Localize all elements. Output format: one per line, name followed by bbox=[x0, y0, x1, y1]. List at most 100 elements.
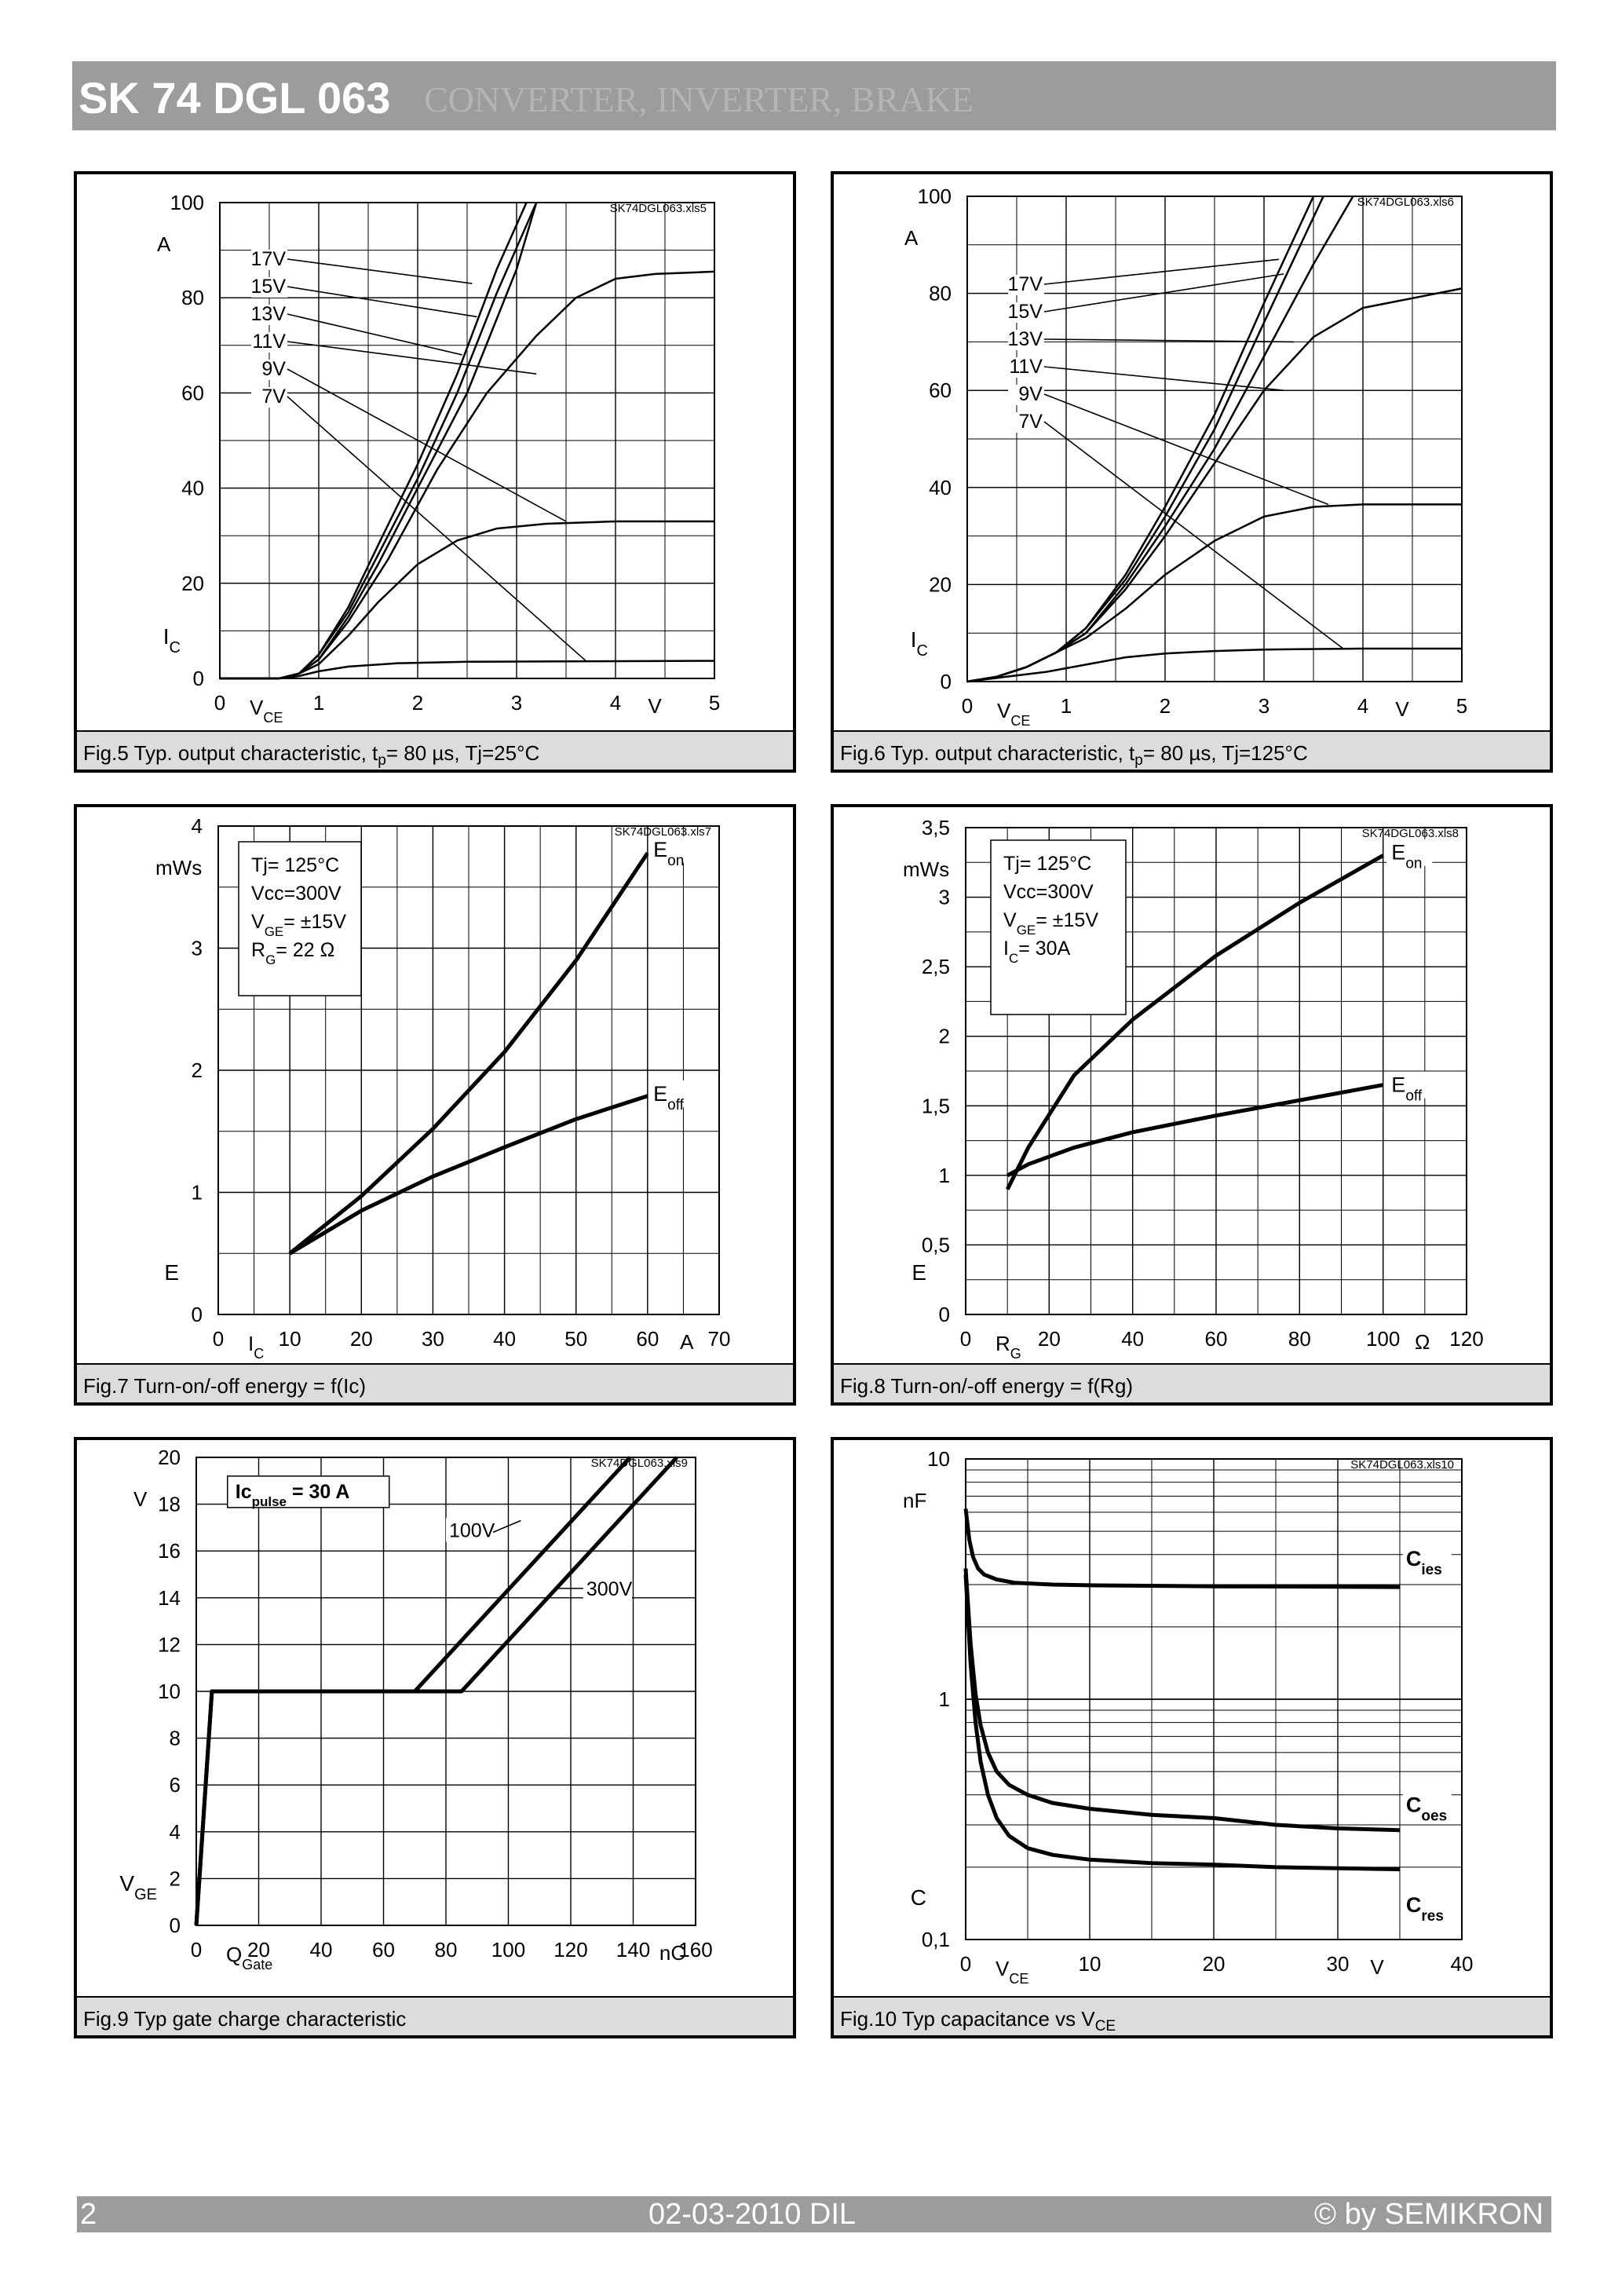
x-tick-label: 3 bbox=[511, 691, 522, 715]
x-tick-label: 20 bbox=[350, 1327, 373, 1351]
x-tick-label: 60 bbox=[636, 1327, 659, 1351]
callout-label-11V: 11V bbox=[1009, 356, 1043, 378]
page-header: SK 74 DGL 063 CONVERTER, INVERTER, BRAKE bbox=[72, 61, 1556, 130]
x-tick-label: 5 bbox=[1456, 694, 1467, 718]
switching-energy-vs-ic-chart: 0 10 20 30 40 50 60 70 0 1 2 3 4 mWs E IC A SK74DGL063.xl… bbox=[155, 814, 731, 1362]
callout-leader bbox=[287, 313, 462, 356]
callout-bg bbox=[1008, 302, 1044, 323]
plot-frame bbox=[195, 1457, 696, 1926]
series-label-bg bbox=[1386, 1071, 1433, 1099]
figure-caption: Fig.7 Turn-on/-off energy = f(Ic) bbox=[77, 1363, 793, 1402]
series-line-Eoff bbox=[288, 1094, 648, 1256]
y-axis-unit: V bbox=[133, 1487, 148, 1511]
y-tick-label: 0 bbox=[170, 1914, 181, 1937]
x-tick-label: 40 bbox=[310, 1938, 333, 1961]
legend-box bbox=[238, 841, 362, 996]
chart-panel-fig10: 0 10 20 30 40 0,1 1 10 nF C VCE V SK74DGL063.xls10 Ci… bbox=[831, 1437, 1553, 2038]
x-tick-label: 20 bbox=[1203, 1952, 1226, 1976]
x-axis-label: RG bbox=[995, 1332, 1021, 1362]
file-tag: SK74DGL063.xls8 bbox=[1362, 827, 1459, 840]
file-tag: SK74DGL063.xls7 bbox=[615, 825, 711, 839]
x-tick-label: 20 bbox=[247, 1938, 270, 1961]
file-tag: SK74DGL063.xls5 bbox=[610, 202, 707, 215]
y-tick-label: 40 bbox=[181, 477, 204, 500]
x-tick-label: 2 bbox=[1160, 694, 1171, 718]
y-tick-label: 1 bbox=[192, 1181, 203, 1205]
y-tick-label: 2 bbox=[192, 1058, 203, 1082]
x-axis-unit: A bbox=[680, 1330, 694, 1354]
callout-leader bbox=[287, 258, 473, 284]
x-tick-label: 100 bbox=[491, 1938, 525, 1961]
x-tick-label: 70 bbox=[708, 1327, 731, 1351]
series-label-Eoff: Eoff bbox=[653, 1082, 685, 1113]
plot-frame bbox=[217, 825, 720, 1315]
model-number: SK 74 DGL 063 bbox=[79, 73, 391, 122]
callout-bg bbox=[1008, 357, 1044, 378]
x-axis-label: VCE bbox=[250, 696, 283, 726]
series-label-Coes: Coes bbox=[1406, 1793, 1447, 1824]
y-tick-label: 3 bbox=[192, 937, 203, 960]
callout-bg bbox=[251, 387, 287, 408]
x-tick-label: 40 bbox=[1121, 1327, 1144, 1351]
y-tick-label: 20 bbox=[181, 572, 204, 595]
callout-bg bbox=[251, 332, 287, 353]
y-tick-label: 60 bbox=[181, 381, 204, 404]
series-label-bg bbox=[648, 1080, 695, 1107]
x-tick-label: 4 bbox=[1357, 694, 1368, 718]
plot-frame bbox=[966, 196, 1463, 682]
y-tick-label: 10 bbox=[927, 1447, 950, 1471]
series-line-Cres bbox=[963, 1574, 1401, 1872]
file-tag: SK74DGL063.xls10 bbox=[1350, 1458, 1454, 1472]
callout-bg bbox=[1008, 385, 1044, 405]
callout-bg bbox=[1008, 412, 1044, 433]
y-tick-label: 1,5 bbox=[922, 1094, 950, 1117]
y-axis-label: E bbox=[164, 1260, 179, 1285]
x-tick-label: 0 bbox=[960, 1952, 971, 1976]
y-tick-label: 6 bbox=[170, 1773, 181, 1797]
legend-line: VGE= ±15V bbox=[251, 911, 346, 939]
series-line-7V bbox=[966, 647, 1462, 683]
x-tick-label: 30 bbox=[422, 1327, 444, 1351]
page-number: 2 bbox=[80, 2198, 97, 2231]
series-line-Eon bbox=[1005, 854, 1384, 1190]
callout-label-15V: 15V bbox=[1008, 301, 1043, 323]
callout-leader bbox=[287, 396, 586, 662]
y-tick-label: 80 bbox=[181, 286, 204, 309]
callout-label-100V: 100V bbox=[449, 1519, 495, 1541]
y-axis-unit: A bbox=[157, 232, 171, 256]
callout-leader bbox=[1043, 366, 1284, 391]
x-tick-label: 1 bbox=[313, 691, 324, 715]
copyright: © by SEMIKRON bbox=[1314, 2198, 1543, 2231]
x-axis-label: IC bbox=[248, 1332, 264, 1362]
series-line-Coes bbox=[963, 1568, 1401, 1833]
x-tick-label: 2 bbox=[412, 691, 423, 715]
y-tick-label: 12 bbox=[158, 1632, 181, 1656]
gate-charge-chart: 0 20 40 60 80 100 120 140 160 0 2 4 6 8 10 12 14 16 18 20 V V… bbox=[119, 1446, 712, 1972]
x-tick-label: 3 bbox=[1259, 694, 1269, 718]
y-tick-label: 0 bbox=[941, 670, 952, 693]
legend-line: IC= 30A bbox=[1003, 938, 1071, 966]
figure-caption: Fig.8 Turn-on/-off energy = f(Rg) bbox=[834, 1363, 1550, 1402]
series-label-Eon: Eon bbox=[653, 838, 684, 869]
chart-panel-fig9: 0 20 40 60 80 100 120 140 160 0 2 4 6 8 10 12 14 16 18 20 V V… bbox=[74, 1437, 796, 2038]
x-tick-label: 60 bbox=[1205, 1327, 1228, 1351]
plot-frame bbox=[219, 202, 715, 679]
x-tick-label: 80 bbox=[1288, 1327, 1311, 1351]
callout-bg bbox=[583, 1576, 632, 1600]
series-label-bg bbox=[648, 835, 695, 863]
plot-frame bbox=[965, 1458, 1463, 1940]
file-tag: SK74DGL063.xls9 bbox=[591, 1457, 688, 1470]
y-tick-label: 1 bbox=[939, 1164, 950, 1187]
y-tick-label: 14 bbox=[158, 1586, 181, 1610]
callout-leader bbox=[287, 368, 567, 522]
x-tick-label: 1 bbox=[1061, 694, 1072, 718]
callout-label-17V: 17V bbox=[1008, 273, 1043, 295]
x-tick-label: 10 bbox=[279, 1327, 301, 1351]
x-tick-label: 0 bbox=[960, 1327, 971, 1351]
callout-label-9V: 9V bbox=[1018, 383, 1043, 405]
callout-label-17V: 17V bbox=[251, 248, 287, 270]
y-tick-label: 100 bbox=[170, 191, 204, 214]
x-axis-label: VCE bbox=[997, 699, 1030, 729]
series-label-bg bbox=[1402, 1545, 1452, 1572]
series-line-9V bbox=[220, 520, 714, 680]
